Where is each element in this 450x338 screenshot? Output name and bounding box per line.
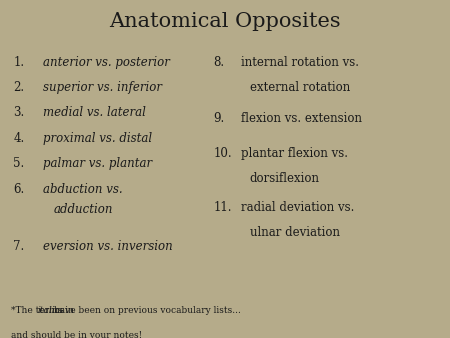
Text: adduction: adduction [54, 203, 113, 216]
Text: internal rotation vs.: internal rotation vs. [241, 56, 359, 69]
Text: 4.: 4. [14, 132, 25, 145]
Text: flexion vs. extension: flexion vs. extension [241, 112, 362, 124]
Text: italics: italics [37, 306, 64, 315]
Text: 8.: 8. [214, 56, 225, 69]
Text: medial vs. lateral: medial vs. lateral [43, 106, 146, 119]
Text: superior vs. inferior: superior vs. inferior [43, 81, 162, 94]
Text: 2.: 2. [14, 81, 25, 94]
Text: Anatomical Opposites: Anatomical Opposites [109, 12, 341, 31]
Text: and should be in your notes!: and should be in your notes! [11, 331, 142, 338]
Text: 3.: 3. [14, 106, 25, 119]
Text: anterior vs. posterior: anterior vs. posterior [43, 56, 170, 69]
Text: have been on previous vocabulary lists...: have been on previous vocabulary lists..… [51, 306, 240, 315]
Text: abduction vs.: abduction vs. [43, 183, 122, 195]
Text: 7.: 7. [14, 240, 25, 253]
Text: 1.: 1. [14, 56, 25, 69]
Text: radial deviation vs.: radial deviation vs. [241, 201, 354, 214]
Text: 9.: 9. [214, 112, 225, 124]
Text: 6.: 6. [14, 183, 25, 195]
Text: 11.: 11. [214, 201, 232, 214]
Text: palmar vs. plantar: palmar vs. plantar [43, 157, 152, 170]
Text: ulnar deviation: ulnar deviation [250, 226, 340, 239]
Text: dorsiflexion: dorsiflexion [250, 172, 320, 185]
Text: plantar flexion vs.: plantar flexion vs. [241, 147, 348, 160]
Text: external rotation: external rotation [250, 81, 350, 94]
Text: *The terms in: *The terms in [11, 306, 77, 315]
Text: 5.: 5. [14, 157, 25, 170]
Text: eversion vs. inversion: eversion vs. inversion [43, 240, 172, 253]
Text: 10.: 10. [214, 147, 232, 160]
Text: proximal vs. distal: proximal vs. distal [43, 132, 152, 145]
